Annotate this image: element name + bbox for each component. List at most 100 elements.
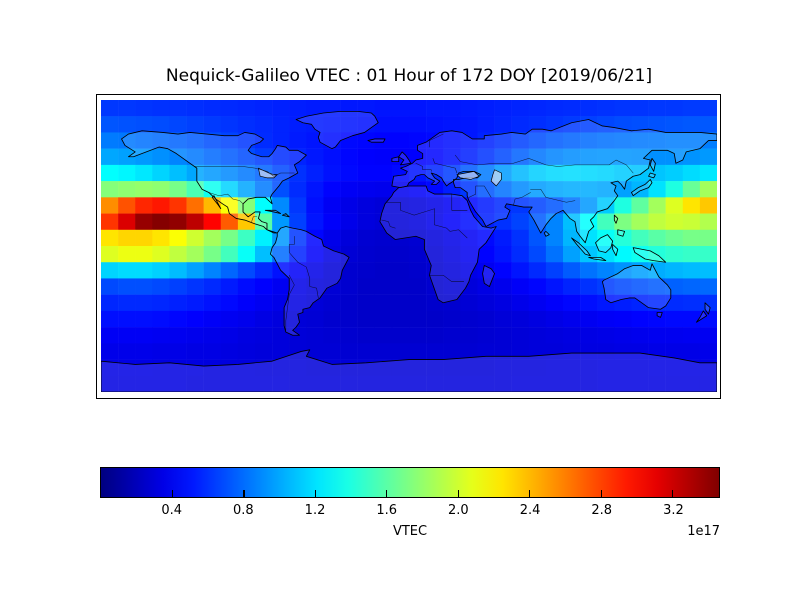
heatmap-cell — [289, 116, 307, 133]
heatmap-cell — [460, 359, 478, 377]
heatmap-cell — [118, 327, 136, 344]
sumatra-outline — [571, 237, 591, 257]
scandinavia-border — [429, 133, 444, 148]
colorbar-tick-label: 2.0 — [448, 503, 469, 518]
heatmap-cell — [563, 164, 581, 182]
heatmap-cell — [477, 262, 495, 279]
iceland-outline — [367, 138, 386, 143]
heatmap-cell — [494, 116, 512, 133]
heatmap-cell — [511, 343, 530, 360]
heatmap-cell — [289, 310, 307, 328]
heatmap-cell — [511, 246, 530, 263]
heatmap-cell — [665, 310, 684, 328]
new-guinea-outline — [632, 247, 667, 263]
heatmap-cell — [682, 246, 701, 263]
heatmap-cell — [357, 375, 376, 392]
heatmap-cell — [169, 164, 187, 182]
heatmap-cell — [255, 246, 273, 263]
heatmap-cell — [323, 310, 341, 328]
heatmap-cell — [340, 327, 358, 344]
heatmap-cell — [563, 343, 581, 360]
heatmap-cell — [255, 375, 273, 392]
heatmap-cell — [460, 229, 478, 247]
heatmap-cell — [203, 294, 222, 312]
heatmap-cell — [699, 310, 717, 328]
heatmap-cell — [186, 213, 204, 231]
heatmap-cell — [648, 375, 666, 392]
heatmap-cell — [220, 100, 239, 117]
heatmap-cell — [169, 181, 187, 198]
heatmap-cell — [255, 116, 273, 133]
heatmap-cell — [545, 164, 564, 182]
heatmap-cell — [272, 197, 290, 214]
heatmap-cell — [563, 310, 581, 328]
heatmap-cell — [460, 246, 478, 263]
heatmap-cell — [357, 278, 376, 295]
heatmap-cell — [409, 375, 427, 392]
heatmap-cell — [614, 246, 632, 263]
heatmap-cell — [614, 213, 632, 231]
heatmap-cell — [340, 229, 358, 247]
heatmap-cell — [426, 164, 444, 182]
heatmap-cell — [340, 343, 358, 360]
colorbar-tick — [243, 490, 245, 497]
heatmap-cell — [135, 262, 153, 279]
heatmap-cell — [580, 197, 598, 214]
heatmap-cell — [665, 197, 684, 214]
heatmap-cell — [648, 327, 666, 344]
heatmap-cell — [237, 116, 256, 133]
heatmap-cell — [374, 181, 393, 198]
heatmap-cell — [289, 359, 307, 377]
heatmap-cell — [374, 100, 393, 117]
heatmap-cell — [614, 164, 632, 182]
heatmap-cell — [323, 229, 341, 247]
heatmap-cell — [135, 213, 153, 231]
heatmap-cell — [511, 359, 530, 377]
heatmap-cell — [580, 278, 598, 295]
heatmap-cell — [443, 262, 461, 279]
heatmap-cell — [306, 262, 324, 279]
heatmap-cell — [597, 197, 615, 214]
heatmap-cell — [186, 310, 204, 328]
heatmap-cell — [220, 327, 239, 344]
heatmap-cell — [391, 100, 410, 117]
heatmap-cell — [374, 278, 393, 295]
heatmap-cell — [699, 229, 717, 247]
heatmap-cell — [477, 197, 495, 214]
heatmap-cell — [648, 294, 666, 312]
heatmap-cell — [477, 359, 495, 377]
heatmap-cell — [135, 229, 153, 247]
heatmap-cell — [528, 132, 547, 149]
heatmap-cell — [563, 375, 581, 392]
heatmap-cell — [203, 278, 222, 295]
heatmap-cell — [682, 262, 701, 279]
heatmap-cell — [118, 213, 136, 231]
heatmap-cell — [597, 359, 615, 377]
heatmap-cell — [426, 100, 444, 117]
heatmap-cell — [409, 246, 427, 263]
heatmap-cell — [528, 100, 547, 117]
heatmap-cell — [545, 343, 564, 360]
heatmap-cell — [306, 213, 324, 231]
heatmap-cell — [272, 310, 290, 328]
heatmap-cell — [528, 262, 547, 279]
heatmap-cell — [118, 375, 136, 392]
heatmap-cell — [289, 132, 307, 149]
heatmap-cell — [101, 375, 119, 392]
heatmap-cell — [306, 246, 324, 263]
heatmap-cell — [203, 181, 222, 198]
heatmap-cell — [699, 116, 717, 133]
australia-outline — [601, 263, 672, 310]
heatmap-cell — [169, 278, 187, 295]
heatmap-cell — [391, 213, 410, 231]
heatmap-cell — [409, 213, 427, 231]
heatmap-cell — [152, 375, 170, 392]
heatmap-cell — [443, 375, 461, 392]
heatmap-cell — [665, 327, 684, 344]
heatmap-cell — [597, 294, 615, 312]
heatmap-cell — [289, 246, 307, 263]
colorbar-frame — [100, 467, 720, 498]
heatmap-cell — [409, 164, 427, 182]
heatmap-cell — [699, 294, 717, 312]
chile-argentina-border — [285, 274, 295, 331]
